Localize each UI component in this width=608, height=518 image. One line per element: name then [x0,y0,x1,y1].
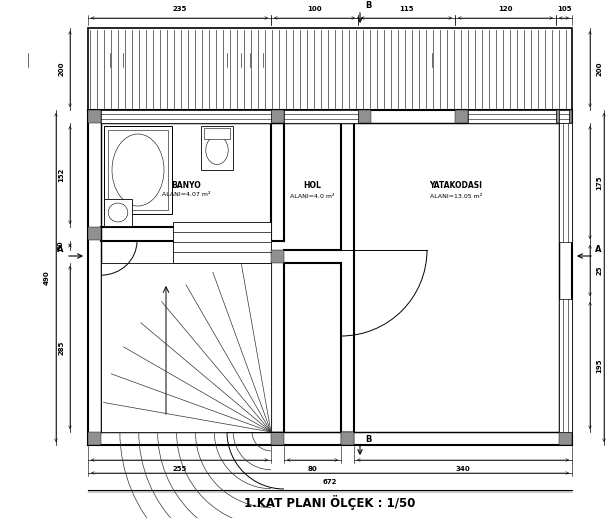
Text: BANYO: BANYO [171,180,201,190]
Bar [559,123,572,242]
Text: 80: 80 [308,466,317,472]
Text: 200: 200 [596,62,602,76]
Bar [341,110,354,123]
Text: HOL: HOL [303,181,321,191]
Bar [559,110,572,123]
Bar [341,110,354,123]
Bar [88,432,101,445]
Bar [271,110,284,123]
Text: 340: 340 [455,466,471,472]
Text: 235: 235 [172,6,187,12]
Bar [88,227,101,240]
Bar [108,130,168,210]
Ellipse shape [108,203,128,222]
Text: 175: 175 [596,175,602,190]
Text: ALANI=4.0 m²: ALANI=4.0 m² [290,194,334,198]
Text: A: A [57,244,63,253]
Text: B: B [365,436,371,444]
Text: 1.KAT PLANI ÖLÇEK : 1/50: 1.KAT PLANI ÖLÇEK : 1/50 [244,496,416,511]
Bar [101,110,271,123]
Bar [271,250,284,263]
Bar [341,432,354,445]
Bar [358,110,371,123]
Text: 120: 120 [498,6,513,12]
Ellipse shape [206,136,228,165]
Bar [455,110,468,123]
Bar [88,28,572,110]
Bar [284,110,358,123]
Text: 152: 152 [58,168,64,182]
Bar [559,299,572,432]
Text: A: A [595,244,601,253]
Text: YATAKODASI: YATAKODASI [429,181,483,191]
Text: 105: 105 [557,6,572,12]
Text: 490: 490 [44,270,50,285]
Bar [559,110,569,123]
Bar [101,263,271,432]
Bar [88,110,101,123]
Bar [271,432,284,445]
Text: 25: 25 [596,266,602,275]
Bar [271,110,284,123]
Bar [341,432,354,445]
Text: 115: 115 [399,6,414,12]
Bar [556,110,569,123]
Bar [104,199,132,226]
Text: 195: 195 [596,358,602,373]
Bar [204,128,230,139]
Text: ALANI=13.05 m²: ALANI=13.05 m² [430,194,482,198]
Bar [173,222,271,263]
Text: 285: 285 [58,340,64,355]
Text: 50: 50 [58,241,64,250]
Text: ALANI=4.07 m²: ALANI=4.07 m² [162,193,210,197]
Bar [468,110,556,123]
Bar [201,126,233,170]
Bar [559,432,572,445]
Text: 672: 672 [323,479,337,485]
Ellipse shape [112,134,164,206]
Text: 255: 255 [173,466,187,472]
Text: B: B [365,2,371,10]
Text: 100: 100 [307,6,322,12]
Bar [104,126,172,214]
Text: 200: 200 [58,62,64,76]
